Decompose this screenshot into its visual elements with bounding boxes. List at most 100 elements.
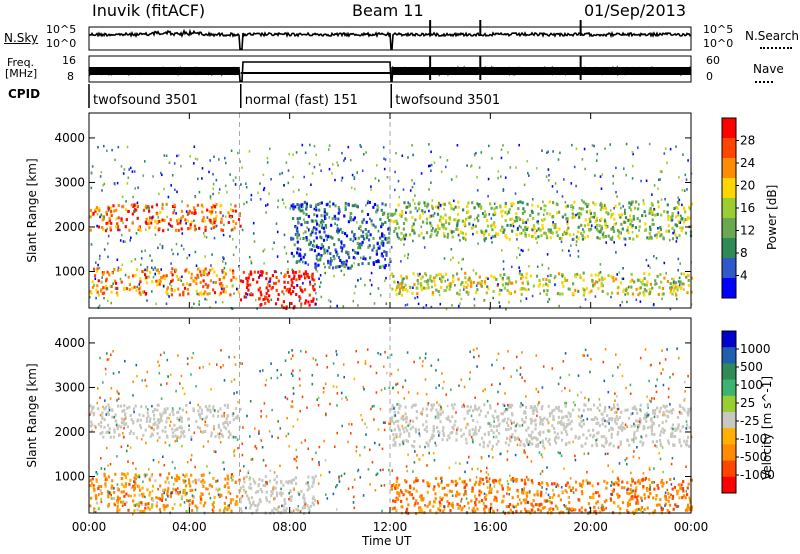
cell-1-511: [122, 500, 125, 504]
scatter-365: [316, 398, 318, 401]
cell-4-1222: [525, 272, 528, 276]
cell-3-822: [577, 237, 580, 241]
cell-3-691: [547, 440, 550, 444]
cell-3-1040: [395, 219, 398, 223]
scatter-876: [677, 196, 679, 199]
scatter-209: [201, 418, 204, 421]
scatter-778: [102, 184, 104, 187]
cell-4-1274: [443, 289, 446, 293]
scatter-368: [407, 156, 409, 159]
cell-3-843: [455, 432, 458, 435]
cell-3-1202: [436, 426, 439, 429]
scatter-677: [193, 162, 195, 165]
scatter-629: [596, 281, 599, 284]
scatter-23: [432, 452, 435, 455]
cell-1-298: [204, 282, 207, 286]
cell-5-1606: [292, 237, 295, 241]
scatter-312: [233, 435, 235, 439]
scatter-684: [287, 268, 289, 271]
cell-5-1614: [338, 208, 341, 212]
scatter-433: [601, 173, 604, 176]
scatter-507: [397, 281, 399, 284]
cell-4-1196: [670, 285, 673, 289]
cell-4-1141: [582, 293, 585, 297]
cell-2-436: [274, 302, 278, 306]
cell-4-1702: [456, 502, 459, 506]
cell-3-1071: [628, 206, 631, 210]
cell-2-667: [259, 500, 262, 504]
cell-0-6: [115, 217, 118, 221]
scatter-413: [218, 191, 220, 195]
scatter-599: [594, 174, 596, 177]
cell-2-671: [249, 482, 252, 486]
cell-5-1580: [382, 212, 385, 216]
scatter-578: [361, 243, 363, 247]
cell-3-625: [610, 215, 613, 219]
cell-4-1559: [509, 508, 512, 512]
cell-4-1705: [525, 494, 529, 498]
cell-3-738: [435, 233, 438, 237]
scatter-825: [537, 222, 540, 225]
cell-1-264: [199, 281, 202, 284]
scatter-342: [384, 421, 386, 424]
cell-3-1012: [685, 443, 689, 447]
cell-4-1415: [429, 274, 432, 278]
scatter-36: [360, 229, 362, 232]
scatter-598: [615, 251, 617, 254]
scatter-385: [486, 399, 489, 403]
scatter-640: [595, 159, 598, 162]
cell-3-698: [411, 444, 414, 448]
cell-3-903: [495, 442, 498, 446]
scatter-307: [353, 249, 355, 252]
scatter-818: [156, 269, 158, 272]
scatter-383: [421, 364, 424, 368]
cell-4-1527: [520, 510, 523, 514]
cell-0-53: [231, 228, 234, 232]
cell-3-1156: [551, 409, 554, 413]
scatter-460: [169, 224, 172, 227]
scatter-706: [176, 190, 178, 194]
cell-3-1026: [690, 202, 693, 206]
scatter-244: [197, 177, 199, 181]
scatter-188: [604, 452, 607, 456]
cell-2-601: [261, 479, 264, 483]
scatter-170: [537, 220, 539, 223]
cell-4-1817: [409, 493, 412, 497]
scatter-353: [679, 221, 682, 224]
cell-3-996: [604, 441, 607, 445]
cell-3-1285: [425, 420, 428, 424]
cell-3-816: [596, 236, 599, 240]
cell-3-1065: [586, 205, 589, 209]
cell-3-1304: [548, 438, 551, 441]
cell-3-1185: [548, 414, 552, 418]
scatter-28: [317, 482, 320, 485]
cell-1-309: [199, 495, 202, 499]
cell-3-1016: [390, 416, 394, 420]
cell-3-923: [451, 235, 454, 239]
cell-4-1364: [501, 283, 505, 287]
cell-1-502: [191, 501, 194, 505]
cell-4-1135: [561, 292, 564, 296]
cell-4-1639: [520, 478, 523, 482]
scatter-775: [103, 296, 105, 300]
cell-1-229: [133, 285, 136, 289]
cell-2-479: [286, 287, 289, 291]
cell-2-561: [312, 495, 315, 499]
cell-1-530: [138, 474, 141, 478]
cell-4-1193: [506, 289, 509, 292]
scatter-284: [460, 378, 463, 381]
cell-5-1707: [325, 234, 328, 238]
cell-3-1090: [587, 429, 590, 433]
cell-5-1665: [348, 256, 351, 259]
cell-0-24: [137, 228, 140, 231]
cell-3-969: [567, 422, 570, 426]
scatter-679: [195, 264, 198, 267]
scatter-54: [230, 203, 232, 206]
scatter-406: [669, 307, 672, 311]
scatter-727: [678, 176, 680, 179]
cell-0-70: [234, 209, 237, 213]
cell-3-891: [495, 424, 498, 428]
cell-3-556: [595, 218, 598, 222]
cell-5-1730: [358, 243, 361, 247]
cell-2-658: [287, 481, 290, 485]
